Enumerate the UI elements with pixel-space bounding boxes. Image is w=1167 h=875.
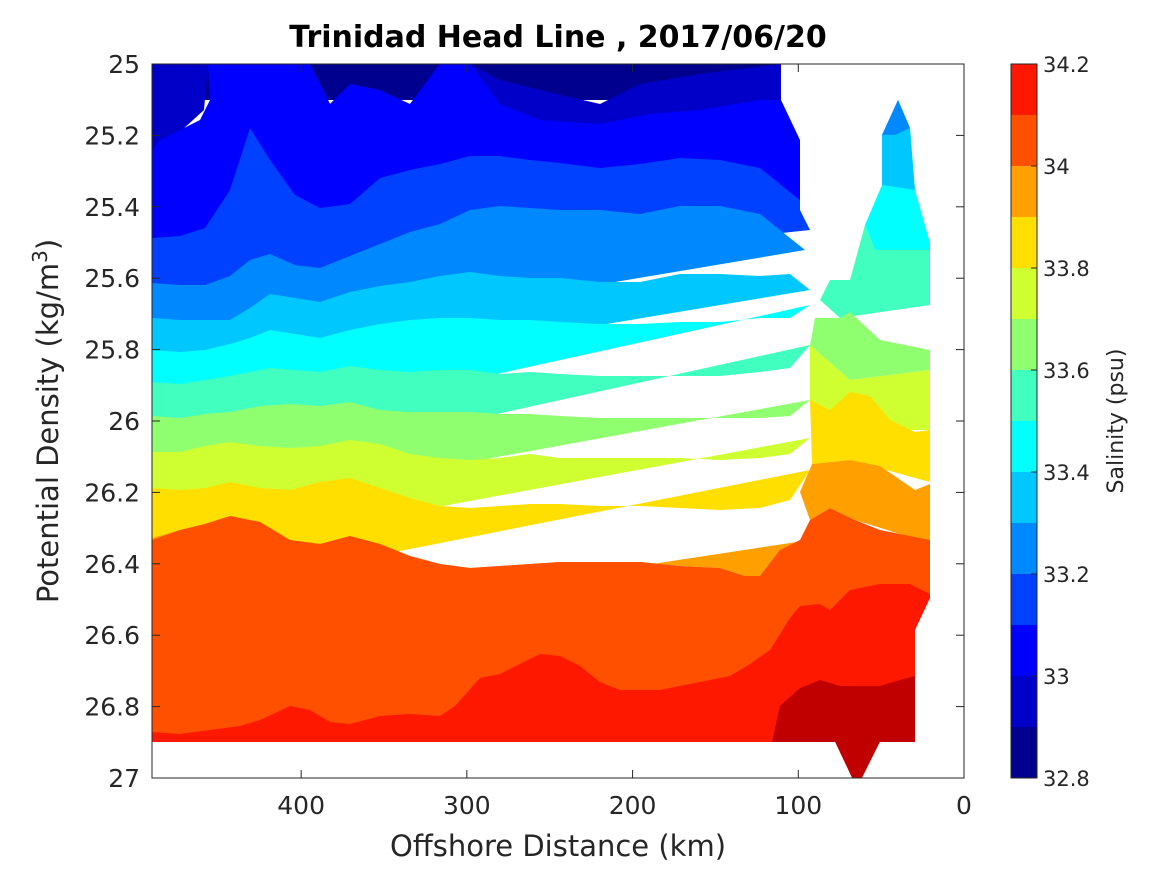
colorbar-segment bbox=[1011, 574, 1037, 625]
colorbar-frame bbox=[1010, 63, 1038, 779]
colorbar-tick-label: 33 bbox=[1043, 665, 1070, 689]
colorbar-segment bbox=[1011, 166, 1037, 217]
contour-fill-group bbox=[152, 64, 964, 778]
y-tick-label: 25 bbox=[108, 50, 140, 79]
plot-white-strip-bottom bbox=[152, 742, 852, 778]
contour-band-34-2 bbox=[772, 676, 915, 778]
plot-white-strip-bottom-right bbox=[862, 742, 964, 778]
contour-band-34-1 bbox=[152, 584, 930, 742]
colorbar-segment bbox=[1011, 523, 1037, 574]
x-tick-label: 300 bbox=[443, 791, 491, 820]
y-axis-title-main: Potential Density (kg/m bbox=[31, 263, 65, 603]
y-tick-label: 26.2 bbox=[84, 478, 140, 507]
nearshore-band-33-8 bbox=[810, 392, 930, 482]
colorbar-segment bbox=[1011, 217, 1037, 268]
colorbar-tick-label: 33.8 bbox=[1043, 257, 1090, 281]
x-tick-label: 200 bbox=[609, 791, 657, 820]
x-axis-title: Offshore Distance (km) bbox=[390, 829, 726, 863]
nearshore-band-33-9 bbox=[800, 460, 930, 540]
colorbar-segment bbox=[1011, 115, 1037, 166]
y-axis: 25 25.2 25.4 25.6 25.8 26 26.2 26.4 26.6 26.8 27 bbox=[84, 50, 964, 793]
colorbar-segment bbox=[1011, 64, 1037, 115]
y-tick-label: 25.8 bbox=[84, 336, 140, 365]
y-tick-label: 27 bbox=[108, 764, 140, 793]
colorbar-tick-label: 33.6 bbox=[1043, 359, 1090, 383]
colorbar-tick-label: 34 bbox=[1043, 155, 1070, 179]
y-tick-label: 26.8 bbox=[84, 693, 140, 722]
x-tick-label: 0 bbox=[956, 791, 972, 820]
colorbar-tick-label: 33.4 bbox=[1043, 461, 1090, 485]
nearshore-band-33-5 bbox=[820, 225, 930, 318]
y-tick-label: 26 bbox=[108, 407, 140, 436]
x-tick-label: 100 bbox=[774, 791, 822, 820]
y-tick-label: 26.6 bbox=[84, 621, 140, 650]
y-tick-label: 26.4 bbox=[84, 550, 140, 579]
colorbar-segment bbox=[1011, 625, 1037, 676]
colorbar-segment bbox=[1011, 472, 1037, 523]
colorbar-segment bbox=[1011, 421, 1037, 472]
y-tick-label: 25.4 bbox=[84, 193, 140, 222]
colorbar: 32.8 33 33.2 33.4 33.6 33.8 34 34.2 bbox=[1010, 53, 1090, 791]
colorbar-segment bbox=[1011, 370, 1037, 421]
x-axis: 400 300 200 100 0 bbox=[277, 64, 972, 820]
colorbar-tick-label: 34.2 bbox=[1043, 53, 1090, 77]
colorbar-segment bbox=[1011, 727, 1037, 778]
colorbar-tick-label: 33.2 bbox=[1043, 563, 1090, 587]
colorbar-title: Salinity (psu) bbox=[1104, 349, 1129, 494]
y-tick-label: 25.2 bbox=[84, 121, 140, 150]
y-axis-title: Potential Density (kg/m3) bbox=[28, 239, 65, 603]
colorbar-segment bbox=[1011, 676, 1037, 727]
y-axis-title-superscript: 3 bbox=[28, 250, 52, 263]
colorbar-segment bbox=[1011, 319, 1037, 370]
colorbar-segment bbox=[1011, 268, 1037, 319]
y-tick-label: 25.6 bbox=[84, 264, 140, 293]
chart-title: Trinidad Head Line , 2017/06/20 bbox=[289, 20, 826, 55]
x-tick-label: 400 bbox=[277, 791, 325, 820]
y-axis-title-end: ) bbox=[31, 239, 65, 250]
nearshore-band-33-6 bbox=[810, 312, 930, 380]
nearshore-band-33-4 bbox=[865, 185, 930, 250]
nearshore-band-33-2 bbox=[882, 100, 910, 135]
colorbar-tick-label: 32.8 bbox=[1043, 767, 1090, 791]
